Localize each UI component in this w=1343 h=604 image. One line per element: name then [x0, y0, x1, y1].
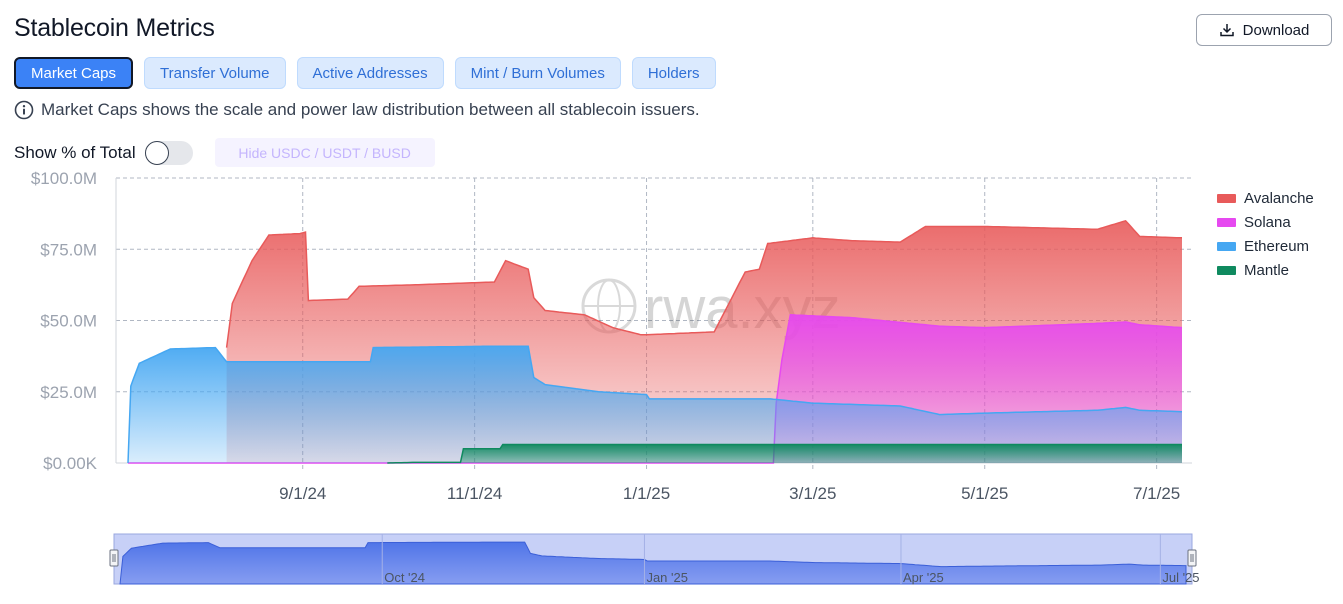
download-label: Download	[1242, 21, 1310, 39]
legend-label-ethereum: Ethereum	[1244, 237, 1310, 255]
legend-swatch-ethereum	[1217, 241, 1236, 251]
info-row: Market Caps shows the scale and power la…	[14, 100, 700, 120]
y-tick-label: $50.0M	[40, 312, 97, 331]
toggle-label: Show % of Total	[14, 142, 136, 162]
line-mantle	[387, 443, 1182, 464]
chart-legend: Avalanche Solana Ethereum Mantle	[1217, 186, 1314, 282]
series-ethereum[interactable]	[127, 345, 1183, 464]
chart-areas	[127, 219, 1183, 464]
navigator-series	[119, 541, 1187, 585]
tab-transfer-volume[interactable]: Transfer Volume	[144, 57, 286, 89]
legend-swatch-mantle	[1217, 265, 1236, 275]
percent-total-toggle[interactable]	[144, 140, 193, 165]
y-tick-label: $0.00K	[43, 454, 98, 473]
legend-label-solana: Solana	[1244, 213, 1291, 231]
y-tick-label: $100.0M	[31, 169, 97, 188]
x-tick-label: 3/1/25	[789, 484, 836, 503]
legend-item-solana[interactable]: Solana	[1217, 210, 1314, 234]
download-icon	[1219, 24, 1234, 37]
navigator-tick-label: Oct '24	[384, 570, 425, 585]
navigator-left-handle[interactable]	[109, 549, 119, 567]
navigator-tick-label: Jan '25	[646, 570, 688, 585]
legend-swatch-avalanche	[1217, 193, 1236, 203]
x-tick-label: 7/1/25	[1133, 484, 1180, 503]
range-navigator[interactable]: Oct '24 Jan '25 Apr '25 Jul '25	[0, 526, 1343, 604]
line-ethereum	[127, 345, 1183, 464]
hide-major-stablecoins-button[interactable]: Hide USDC / USDT / BUSD	[214, 138, 435, 167]
navigator-right-handle[interactable]	[1187, 549, 1197, 567]
metric-tabs: Market Caps Transfer Volume Active Addre…	[14, 57, 716, 89]
legend-label-avalanche: Avalanche	[1244, 189, 1314, 207]
area-mantle	[387, 444, 1182, 463]
tab-market-caps[interactable]: Market Caps	[14, 57, 134, 89]
legend-item-ethereum[interactable]: Ethereum	[1217, 234, 1314, 258]
navigator-tick-label: Apr '25	[903, 570, 944, 585]
info-icon	[14, 100, 34, 120]
tab-mint-burn-volumes[interactable]: Mint / Burn Volumes	[454, 57, 621, 89]
y-tick-label: $25.0M	[40, 383, 97, 402]
series-mantle[interactable]	[387, 443, 1182, 464]
info-text: Market Caps shows the scale and power la…	[41, 100, 700, 119]
y-axis-labels: $0.00K $25.0M $50.0M $75.0M $100.0M	[31, 169, 98, 473]
legend-item-avalanche[interactable]: Avalanche	[1217, 186, 1314, 210]
tab-active-addresses[interactable]: Active Addresses	[296, 57, 444, 89]
x-tick-label: 5/1/25	[961, 484, 1008, 503]
market-cap-chart: rwa.xyz$0.00K$25.0M$50.0M$75.0M$100.0M9/…	[31, 169, 1192, 503]
x-tick-label: 1/1/25	[623, 484, 670, 503]
toggle-knob	[144, 140, 169, 165]
legend-swatch-solana	[1217, 217, 1236, 227]
x-tick-label: 9/1/24	[279, 484, 326, 503]
area-ethereum	[128, 346, 1182, 463]
toggle-row: Show % of Total Hide USDC / USDT / BUSD	[14, 138, 435, 167]
legend-label-mantle: Mantle	[1244, 261, 1290, 279]
legend-item-mantle[interactable]: Mantle	[1217, 258, 1314, 282]
x-tick-label: 11/1/24	[447, 484, 502, 503]
y-tick-label: $75.0M	[40, 240, 97, 259]
page-title: Stablecoin Metrics	[14, 14, 215, 42]
x-axis-labels: 9/1/24 11/1/24 1/1/25 3/1/25 5/1/25 7/1/25	[279, 484, 1180, 503]
tab-holders[interactable]: Holders	[631, 57, 716, 89]
navigator-tick-label: Jul '25	[1162, 570, 1199, 585]
download-button[interactable]: Download	[1196, 14, 1332, 46]
line-avalanche	[225, 219, 1182, 348]
